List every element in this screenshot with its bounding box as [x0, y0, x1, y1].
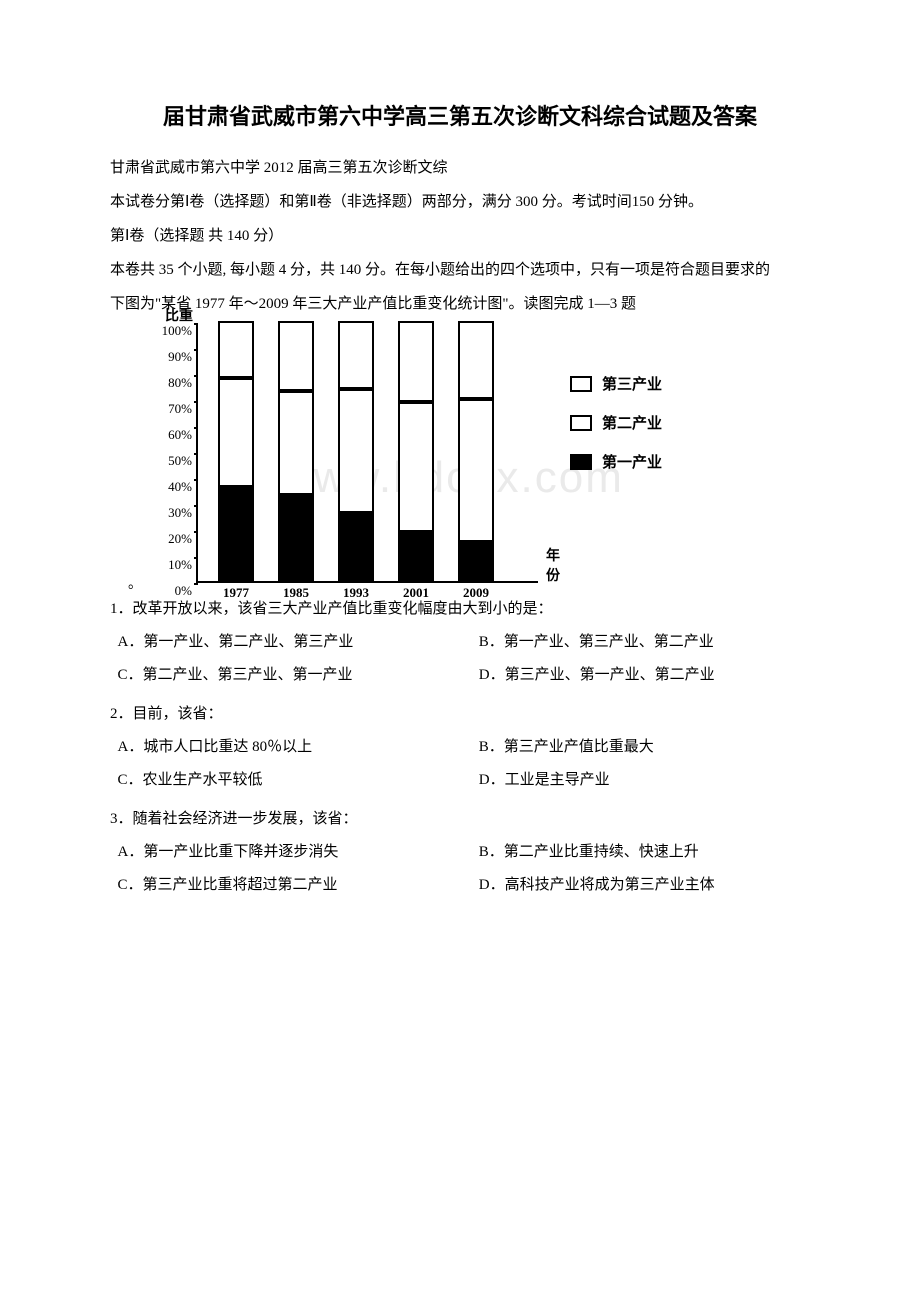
intro-p2: 本试卷分第Ⅰ卷（选择题）和第Ⅱ卷（非选择题）两部分，满分 300 分。考试时间1…	[80, 187, 840, 217]
legend-item-primary: 第一产业	[570, 451, 662, 472]
chart-container: 比重 www.bdocx.com 100%90%80%70%60%50%40%3…	[80, 323, 840, 583]
seg-primary	[218, 487, 254, 581]
seg-primary	[458, 542, 494, 581]
bar-label: 1985	[283, 585, 309, 601]
q2-opt-c: C．农业生产水平较低	[118, 764, 479, 797]
section-heading: 第Ⅰ卷（选择题 共 140 分）	[80, 221, 840, 251]
q3-row2: C．第三产业比重将超过第二产业 D．高科技产业将成为第三产业主体	[80, 869, 840, 902]
q3-opt-c: C．第三产业比重将超过第二产业	[118, 869, 479, 902]
q1-options: A．第一产业、第二产业、第三产业 B．第一产业、第三产业、第二产业 C．第二产业…	[80, 626, 840, 692]
legend-label: 第三产业	[602, 373, 662, 394]
seg-secondary	[278, 391, 314, 495]
legend-label: 第一产业	[602, 451, 662, 472]
seg-secondary	[398, 402, 434, 532]
bar: 1977	[218, 321, 254, 581]
bar: 1985	[278, 321, 314, 581]
q3-opt-d: D．高科技产业将成为第三产业主体	[479, 869, 840, 902]
q2-row1: A．城市人口比重达 80％以上 B．第三产业产值比重最大	[80, 731, 840, 764]
intro-p1: 甘肃省武威市第六中学 2012 届高三第五次诊断文综	[80, 153, 840, 183]
chart-plot: 年份 。 19771985199320012009	[198, 323, 538, 583]
chart-xlabel: 年份	[546, 545, 560, 585]
q1-opt-d: D．第三产业、第一产业、第二产业	[479, 659, 840, 692]
seg-secondary	[218, 378, 254, 487]
seg-tertiary	[278, 321, 314, 391]
q3-opt-a: A．第一产业比重下降并逐步消失	[118, 836, 479, 869]
stray-dot: 。	[128, 573, 142, 593]
legend-swatch-secondary	[570, 415, 592, 431]
legend-item-secondary: 第二产业	[570, 412, 662, 433]
q2-opt-b: B．第三产业产值比重最大	[479, 731, 840, 764]
legend-item-tertiary: 第三产业	[570, 373, 662, 394]
seg-secondary	[338, 389, 374, 514]
q3-row1: A．第一产业比重下降并逐步消失 B．第二产业比重持续、快速上升	[80, 836, 840, 869]
legend-swatch-tertiary	[570, 376, 592, 392]
section-desc: 本卷共 35 个小题, 每小题 4 分，共 140 分。在每小题给出的四个选项中…	[80, 255, 840, 285]
q3-stem: 3．随着社会经济进一步发展，该省：	[80, 803, 840, 836]
bar: 2009	[458, 321, 494, 581]
q1-opt-b: B．第一产业、第三产业、第二产业	[479, 626, 840, 659]
chart-caption: 下图为"某省 1977 年～2009 年三大产业产值比重变化统计图"。读图完成 …	[80, 289, 840, 319]
page-title: 届甘肃省武威市第六中学高三第五次诊断文科综合试题及答案	[80, 100, 840, 133]
bar-label: 1977	[223, 585, 249, 601]
legend-swatch-primary	[570, 454, 592, 470]
q2-row2: C．农业生产水平较低 D．工业是主导产业	[80, 764, 840, 797]
legend-label: 第二产业	[602, 412, 662, 433]
chart-yaxis: 100%90%80%70%60%50%40%30%20%10%0%	[150, 323, 198, 583]
q2-opt-d: D．工业是主导产业	[479, 764, 840, 797]
q2-opt-a: A．城市人口比重达 80％以上	[118, 731, 479, 764]
bar: 2001	[398, 321, 434, 581]
q1-opt-a: A．第一产业、第二产业、第三产业	[118, 626, 479, 659]
bar-label: 2009	[463, 585, 489, 601]
q1-opt-c: C．第二产业、第三产业、第一产业	[118, 659, 479, 692]
seg-secondary	[458, 399, 494, 542]
chart-ylabel: 比重	[165, 305, 193, 325]
chart-legend: 第三产业 第二产业 第一产业	[570, 373, 662, 490]
q3-opt-b: B．第二产业比重持续、快速上升	[479, 836, 840, 869]
seg-tertiary	[218, 321, 254, 378]
bar: 1993	[338, 321, 374, 581]
seg-primary	[338, 513, 374, 581]
seg-primary	[278, 495, 314, 581]
seg-tertiary	[458, 321, 494, 399]
q2-stem: 2．目前，该省：	[80, 698, 840, 731]
seg-tertiary	[338, 321, 374, 389]
seg-tertiary	[398, 321, 434, 402]
seg-primary	[398, 532, 434, 581]
bar-label: 2001	[403, 585, 429, 601]
bar-label: 1993	[343, 585, 369, 601]
q1-stem: 1．改革开放以来，该省三大产业产值比重变化幅度由大到小的是：	[80, 593, 840, 626]
